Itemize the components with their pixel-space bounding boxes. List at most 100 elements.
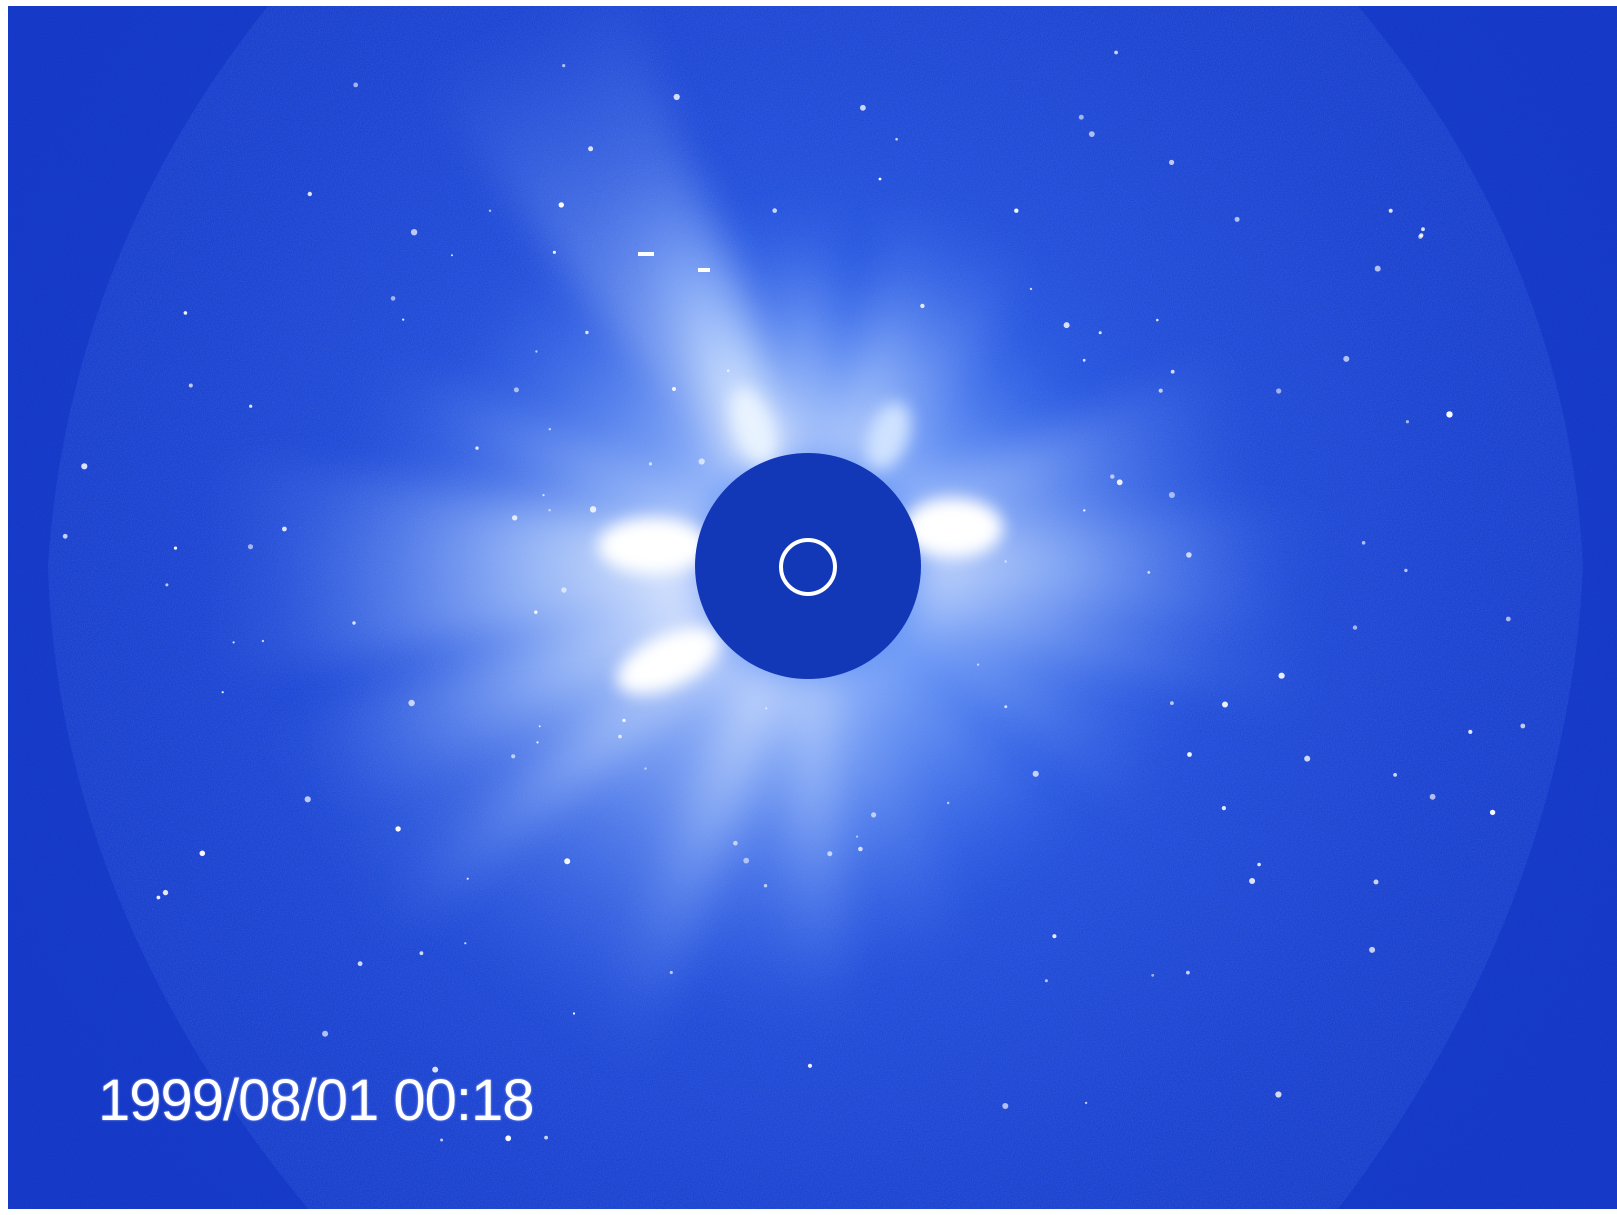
star (188, 383, 193, 388)
star (475, 446, 479, 450)
star (1044, 979, 1048, 983)
star (162, 889, 169, 896)
star (1084, 1101, 1088, 1105)
star (542, 494, 545, 497)
streamer-ray (259, 586, 733, 957)
star (1393, 773, 1397, 777)
star (451, 254, 453, 257)
star (669, 970, 673, 975)
star (1304, 755, 1311, 762)
star (221, 691, 224, 694)
star (1098, 331, 1102, 335)
star (1249, 878, 1256, 884)
star (261, 639, 265, 643)
star (173, 546, 178, 550)
star (488, 209, 492, 212)
star (1275, 1091, 1282, 1098)
star (947, 801, 950, 805)
star (871, 812, 877, 818)
star (307, 191, 312, 197)
star (558, 202, 564, 208)
star (352, 621, 356, 625)
star (1170, 701, 1174, 705)
star (199, 850, 206, 857)
star (1063, 322, 1070, 329)
star (247, 544, 254, 550)
star (535, 350, 538, 353)
star (1014, 208, 1019, 213)
star (564, 858, 571, 865)
star (156, 895, 161, 900)
star (390, 296, 396, 301)
star (1116, 479, 1123, 486)
star (1222, 701, 1228, 708)
star (1186, 552, 1192, 558)
star (772, 208, 777, 213)
star (1147, 571, 1151, 574)
star (698, 458, 705, 465)
star (1369, 946, 1376, 953)
star (648, 462, 653, 466)
streamer-ray (408, 246, 736, 528)
star (589, 506, 597, 513)
star (858, 846, 863, 852)
bright-corona (598, 387, 1003, 695)
star (402, 318, 405, 321)
star (860, 104, 866, 111)
streamer-ray (831, 187, 1042, 477)
star (1114, 50, 1118, 55)
star (419, 951, 424, 956)
star (432, 1066, 439, 1073)
star (512, 515, 518, 521)
star (1151, 973, 1155, 977)
star (618, 734, 622, 739)
streamer-ray (895, 585, 1230, 831)
star (1352, 625, 1358, 630)
star (464, 942, 467, 945)
star (1405, 420, 1409, 424)
star (1234, 216, 1240, 222)
star (304, 796, 311, 803)
star (232, 641, 235, 644)
star (1156, 318, 1159, 322)
star (81, 463, 88, 470)
star (249, 404, 253, 408)
star (408, 699, 415, 707)
star (1004, 560, 1007, 563)
star (638, 252, 654, 256)
coronagraph-frame: 1999/08/01 00:18 (8, 6, 1617, 1209)
star (1170, 369, 1175, 374)
star (1520, 723, 1526, 729)
star (353, 82, 359, 88)
star (1468, 729, 1473, 735)
streamer-ray (378, 627, 786, 1084)
star (1078, 114, 1084, 120)
star (513, 387, 519, 393)
star (807, 1063, 813, 1068)
star (1343, 355, 1350, 362)
star (672, 387, 676, 391)
coronal-streamers (208, 6, 1336, 1084)
star (1278, 672, 1285, 679)
star (1083, 509, 1086, 512)
star (534, 610, 538, 614)
star (1168, 492, 1175, 498)
star (183, 311, 188, 315)
star (1004, 705, 1008, 709)
star (1404, 568, 1408, 573)
star (644, 767, 647, 770)
star (1186, 970, 1190, 975)
star (1429, 793, 1436, 800)
streamer-ray (872, 286, 1115, 519)
star (895, 137, 898, 141)
star (1489, 809, 1496, 816)
star (878, 177, 882, 181)
star (511, 754, 516, 759)
occulting-disk (695, 453, 921, 679)
timestamp-label: 1999/08/01 00:18 (98, 1068, 535, 1133)
star (62, 533, 68, 539)
star (827, 851, 833, 857)
coronagraph-image (8, 6, 1617, 1209)
star (561, 587, 567, 593)
star (920, 303, 925, 309)
